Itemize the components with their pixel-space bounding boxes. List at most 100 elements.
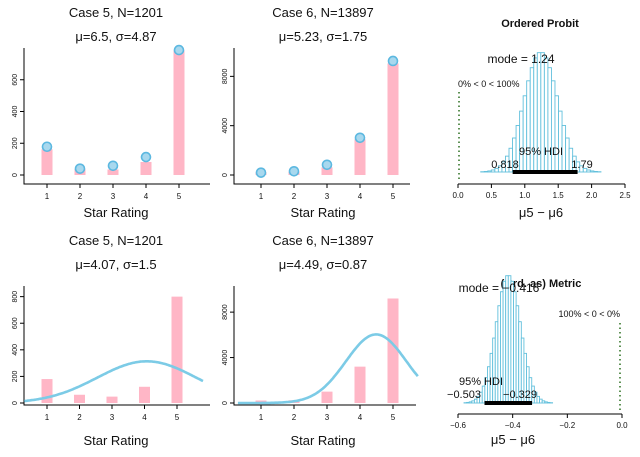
axis-frame — [23, 286, 210, 406]
histogram-bar — [522, 95, 528, 173]
y-tick-label: 4000 — [222, 350, 229, 366]
predicted-point — [288, 166, 300, 177]
y-tick-label: 0 — [222, 401, 229, 405]
y-tick-label: 600 — [12, 317, 19, 329]
predicted-point — [354, 132, 366, 144]
x-axis-label: Star Rating — [83, 433, 148, 448]
panel-title: Case 6, N=13897 — [272, 5, 374, 20]
x-tick-label: 2 — [77, 413, 82, 422]
x-tick-label: 0.0 — [616, 421, 628, 430]
axis-frame — [233, 48, 410, 185]
panel-title: Case 5, N=1201 — [69, 5, 163, 20]
panel-ordered-probit-diff: Ordered Probit 0.0 0.5 1.0 1.5 2.0 2.5 0% < 0 … — [452, 18, 631, 220]
histogram-bar — [589, 170, 595, 173]
y-tick-label: 0 — [222, 173, 229, 177]
x-tick-label: −0.2 — [559, 421, 575, 430]
hdi-label: 95% HDI — [459, 376, 503, 388]
x-tick-label: 4 — [358, 192, 363, 201]
x-tick-label: 1.5 — [553, 191, 565, 200]
x-tick-label: 1 — [259, 192, 264, 201]
x-tick-label: 1.0 — [519, 191, 531, 200]
panel-subtitle: μ=6.5, σ=4.87 — [75, 29, 156, 44]
hdi-low-label: 0.818 — [491, 159, 519, 171]
panel-case6-probit: Case 6, N=13897 μ=5.23, σ=1.75 0 4000 8000… — [222, 5, 410, 220]
hdi-high-label: −0.329 — [503, 389, 537, 401]
mode-label: mode = 1.24 — [487, 52, 554, 66]
x-axis-label: μ5 − μ6 — [491, 432, 535, 447]
x-tick-label: 1 — [259, 413, 264, 422]
x-axis-label: Star Rating — [290, 433, 355, 448]
x-tick-label: 1 — [45, 192, 50, 201]
x-tick-label: 2.0 — [586, 191, 598, 200]
predicted-point — [74, 163, 86, 174]
x-tick-label: −0.6 — [450, 421, 466, 430]
histogram-bar — [554, 95, 559, 173]
x-tick-label: 1 — [45, 413, 50, 422]
x-tick-label: 4 — [358, 413, 363, 422]
x-tick-label: 0.0 — [452, 191, 464, 200]
normal-curve — [24, 359, 204, 403]
x-tick-label: 4 — [142, 413, 147, 422]
bar — [139, 386, 150, 403]
x-axis-label: μ5 − μ6 — [519, 205, 563, 220]
x-tick-label: 2 — [292, 192, 297, 201]
bar — [140, 161, 152, 175]
x-tick-label: 4 — [144, 192, 149, 201]
panel-subtitle: μ=4.49, σ=0.87 — [279, 257, 368, 272]
x-tick-label: 2.5 — [619, 191, 631, 200]
y-tick-label: 4000 — [222, 118, 229, 134]
histogram-bar — [558, 110, 563, 173]
x-tick-label: 5 — [177, 192, 182, 201]
comparison-label: 100% < 0 < 0% — [558, 309, 620, 319]
panel-title: (Ord. as) Metric — [501, 278, 582, 290]
predicted-point — [107, 160, 119, 172]
bar — [173, 50, 185, 175]
predicted-point — [255, 167, 267, 178]
y-tick-label: 800 — [12, 291, 19, 303]
bar — [354, 139, 366, 175]
predicted-point — [387, 55, 399, 67]
histogram-bar — [487, 170, 492, 173]
bar — [107, 169, 119, 175]
y-tick-label: 600 — [12, 74, 19, 86]
histogram-bar — [526, 80, 531, 173]
hdi-high-label: 1.79 — [571, 159, 592, 171]
histogram-bar — [565, 137, 570, 173]
x-tick-label: 2 — [292, 413, 297, 422]
x-axis-label: Star Rating — [290, 205, 355, 220]
bar — [74, 394, 85, 403]
bar — [41, 149, 53, 175]
predicted-point — [321, 159, 333, 171]
axis-frame — [23, 48, 210, 185]
panel-subtitle: μ=4.07, σ=1.5 — [75, 257, 156, 272]
comparison-label: 0% < 0 < 100% — [458, 79, 520, 89]
hdi-low-label: −0.503 — [447, 389, 481, 401]
predicted-point — [140, 151, 152, 163]
predicted-point — [41, 141, 53, 153]
y-tick-label: 0 — [12, 173, 19, 177]
y-tick-label: 8000 — [222, 68, 229, 84]
bar — [171, 296, 183, 403]
hdi-label: 95% HDI — [519, 146, 563, 158]
x-tick-label: 5 — [175, 413, 180, 422]
x-tick-label: 5 — [391, 413, 396, 422]
bar — [106, 396, 118, 403]
x-tick-label: 5 — [391, 192, 396, 201]
bar — [321, 167, 333, 175]
x-tick-label: 3 — [325, 413, 330, 422]
x-tick-label: 3 — [110, 413, 115, 422]
y-tick-label: 200 — [12, 370, 19, 382]
mode-label: mode = −0.416 — [459, 281, 540, 295]
panel-case5-metric: Case 5, N=1201 μ=4.07, σ=1.5 0 200 400 600 8… — [12, 233, 210, 448]
histogram-bar — [519, 110, 524, 173]
panel-case6-metric: Case 6, N=13897 μ=4.49, σ=0.87 0 4000 8000… — [222, 233, 419, 448]
predicted-point — [173, 44, 185, 56]
panel-title: Case 6, N=13897 — [272, 233, 374, 248]
panel-metric-diff: (Ord. as) Metric −0.6 −0.4 −0.2 0.0 100% < 0… — [447, 275, 628, 447]
histogram-bar — [483, 171, 489, 173]
panel-case5-probit: Case 5, N=1201 μ=6.5, σ=4.87 0 200 400 600 1… — [12, 5, 210, 220]
y-tick-label: 400 — [12, 106, 19, 118]
y-tick-label: 8000 — [222, 304, 229, 320]
histogram-bar — [593, 171, 598, 173]
